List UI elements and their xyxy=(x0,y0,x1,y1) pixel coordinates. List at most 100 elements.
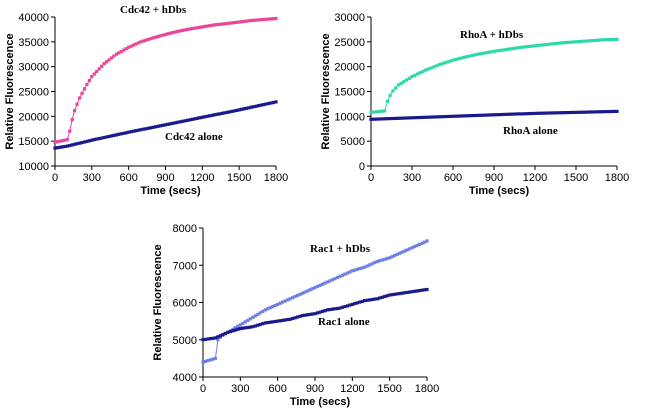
cdc42-series-1-point xyxy=(252,105,256,109)
rhoa-series-1-point xyxy=(604,110,608,114)
rhoa-series-1-point xyxy=(429,115,433,119)
cdc42-series-0-point xyxy=(163,32,168,36)
cdc42-series-0-point xyxy=(217,22,222,26)
cdc42-series-1-point xyxy=(244,106,249,110)
rhoa-series-1-point xyxy=(500,112,504,117)
rac1-series-1-point xyxy=(266,321,270,325)
rhoa-series-0-point xyxy=(486,50,491,54)
cdc42-x-tick-label: 1500 xyxy=(227,172,251,184)
rac1-series-0-point xyxy=(333,277,337,281)
rhoa-series-0-point xyxy=(593,38,597,42)
rhoa-series-0-point xyxy=(451,58,455,62)
cdc42-series-1-point xyxy=(70,143,74,147)
cdc42-series-0-point xyxy=(78,96,82,100)
cdc42-series-0-point xyxy=(117,51,121,55)
rhoa-series-1-point xyxy=(478,113,482,117)
rhoa-series-0-point xyxy=(437,63,441,67)
rac1-series-1-point xyxy=(221,332,225,337)
rhoa-series-0-point xyxy=(607,38,611,42)
cdc42-series-0-point xyxy=(225,21,229,26)
rhoa-series-1-point xyxy=(476,113,480,117)
rac1-series-1-point xyxy=(226,330,230,334)
rac1-series-1-point xyxy=(378,296,382,300)
rhoa-series-0-point xyxy=(560,41,564,45)
cdc42-series-0-point xyxy=(60,139,64,143)
rhoa-series-0-point xyxy=(503,48,507,52)
rhoa-series-1-point xyxy=(506,112,510,116)
cdc42-series-0-point xyxy=(97,67,101,71)
rhoa-series-1-point xyxy=(530,111,534,116)
rhoa-series-1-point xyxy=(558,111,562,115)
cdc42-series-0-point xyxy=(195,26,199,30)
rhoa-series-0-point xyxy=(500,48,504,52)
cdc42-series-1-point xyxy=(183,119,187,123)
rhoa-series-0-point xyxy=(495,49,499,53)
cdc42-series-0-point xyxy=(151,36,155,40)
cdc42-series-0-point xyxy=(55,140,60,144)
rac1-series-1-point xyxy=(313,312,317,316)
rhoa-series-1-point xyxy=(481,113,485,117)
cdc42-series-1 xyxy=(53,100,278,150)
chart-rhoa: 0 5000 10000 15000 20000 25000 30000 0 300 600 900… xyxy=(320,12,629,197)
rhoa-series-0-point xyxy=(549,42,553,46)
rhoa-series-1-point xyxy=(508,112,512,116)
cdc42-series-0-point xyxy=(136,41,141,45)
cdc42-series-0-point xyxy=(90,75,94,79)
cdc42-series-1-point xyxy=(53,146,57,150)
rhoa-series-0-point xyxy=(522,45,526,49)
rhoa-series-0-point xyxy=(533,44,537,48)
rac1-series-1-point xyxy=(283,318,287,322)
cdc42-series-0-point xyxy=(220,22,224,26)
rhoa-series-0-point xyxy=(585,39,589,43)
rhoa-series-1-point xyxy=(396,116,400,120)
rhoa-series-1-point xyxy=(593,110,597,114)
cdc42-series-0-point xyxy=(264,17,268,21)
rhoa-series-1-point xyxy=(525,112,529,116)
cdc42-series-1-point xyxy=(220,111,224,115)
cdc42-series-1-point xyxy=(208,114,212,118)
rac1-series-0-point xyxy=(266,307,270,311)
cdc42-series-1-point xyxy=(139,128,143,132)
rac1-series-0-point xyxy=(238,323,242,327)
cdc42-series-1-point xyxy=(122,131,126,135)
rac1-series-0-point xyxy=(303,290,307,294)
rac1-series-1-point xyxy=(422,288,427,292)
rac1-series-1-point xyxy=(201,338,205,342)
cdc42-series-0-point xyxy=(114,52,118,56)
rhoa-series-0-point xyxy=(601,38,605,42)
rhoa-series-1-point xyxy=(462,114,466,118)
rac1-series-0-point xyxy=(301,291,305,295)
cdc42-x-tick-label: 900 xyxy=(156,172,174,184)
cdc42-series-0-point xyxy=(215,23,219,27)
cdc42-series-0-point xyxy=(95,69,99,73)
rhoa-series-1-point xyxy=(470,114,474,118)
rac1-series-1-point xyxy=(206,337,210,341)
rac1-x-tick-label: 900 xyxy=(306,383,324,395)
rhoa-series-1-point xyxy=(465,114,469,118)
rac1-series-0-point xyxy=(271,305,275,309)
rac1-series-1-point xyxy=(288,317,292,321)
rhoa-series-0-point xyxy=(445,60,450,64)
rhoa-series-0-point xyxy=(530,44,534,48)
rhoa-series-0-point xyxy=(454,57,458,62)
rhoa-series-1-point xyxy=(467,114,471,118)
rac1-series-0-point xyxy=(370,262,374,266)
label-cdc42-hdbs: Cdc42 + hDbs xyxy=(120,4,187,16)
rac1-series-0-point xyxy=(420,241,424,245)
rhoa-series-0-point xyxy=(590,39,594,43)
cdc42-series-1-point xyxy=(215,112,219,116)
cdc42-series-0-point xyxy=(173,30,177,34)
rac1-series-1-point xyxy=(415,289,419,293)
cdc42-series-0-point xyxy=(213,23,217,27)
rhoa-series-1-point xyxy=(555,111,559,115)
rac1-series-0-point xyxy=(320,282,325,286)
rac1-series-1-point xyxy=(263,321,267,325)
rac1-y-tick-label: 4000 xyxy=(173,372,197,384)
rac1-series-1-point xyxy=(413,289,417,293)
rhoa-series-0-point xyxy=(615,37,619,41)
rac1-series-1-point xyxy=(408,290,412,294)
rhoa-series-0-point xyxy=(372,110,376,114)
rhoa-series-1-point xyxy=(492,113,496,117)
cdc42-series-0-point xyxy=(262,17,266,22)
cdc42-series-1-point xyxy=(198,116,202,120)
